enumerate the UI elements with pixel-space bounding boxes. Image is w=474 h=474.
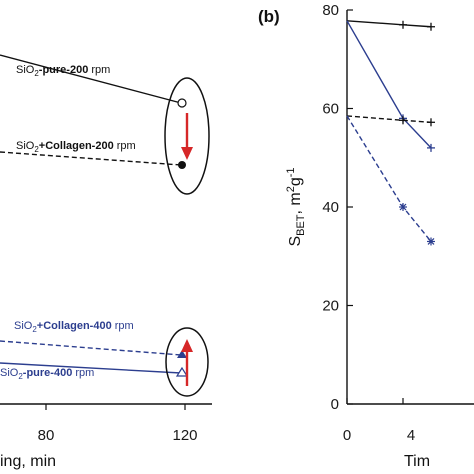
panel-b-series-1-marker-2	[427, 143, 435, 152]
panel-b-series-3-marker-2	[427, 237, 435, 246]
panel-b-series-2-marker-1	[399, 116, 407, 125]
highlight-ellipse-400	[165, 327, 209, 397]
series-sio2-collagen-200-line	[0, 151, 182, 166]
panel-b-series-0-marker-2	[427, 22, 435, 31]
highlight-ellipse-200	[164, 77, 210, 195]
annotation-sio2-pure-400: SiO2-pure-400 rpm	[0, 367, 94, 381]
red-arrow-down	[181, 113, 193, 160]
panel-b-y-ticks: 0 20 40 60 80	[322, 2, 353, 413]
panel-b-x-tick-label-0: 0	[343, 427, 351, 444]
annotation-sio2-pure-200: SiO2-pure-200 rpm	[16, 64, 110, 78]
panel-b-series	[346, 20, 435, 246]
panel-a-x-tick-label-120: 120	[172, 427, 197, 444]
panel-b-y-tick-label-0: 0	[331, 396, 339, 413]
panel-b-y-tick-label-20: 20	[322, 298, 339, 315]
series-sio2-collagen-200-marker	[178, 161, 186, 169]
panel-b-series-0-line	[346, 20, 432, 28]
series-sio2-pure-400-marker	[175, 366, 189, 377]
series-sio2-pure-200-line	[0, 54, 182, 104]
panel-b-y-tick-label-40: 40	[322, 199, 339, 216]
panel-b-y-tick-label-60: 60	[322, 101, 339, 118]
panel-b-series-0-marker-1	[399, 20, 407, 29]
panel-b-series-2-marker-2	[427, 118, 435, 127]
red-arrow-up	[181, 339, 193, 386]
panel-b-series-2-line	[346, 115, 432, 123]
panel-a-x-axis-title: ing, min	[0, 453, 56, 470]
series-sio2-collagen-400-marker	[177, 350, 187, 358]
panel-a-x-tick-label-80: 80	[38, 427, 55, 444]
panel-b-y-tick-label-80: 80	[322, 2, 339, 19]
series-sio2-collagen-400-line	[0, 340, 182, 356]
panel-b-y-axis-title: SBET, m2g-1	[285, 167, 307, 246]
annotation-sio2-collagen-400: SiO2+Collagen-400 rpm	[14, 320, 134, 334]
panel-b-series-3-marker-1	[399, 203, 407, 211]
panel-b-series-1-line	[346, 20, 432, 149]
panel-a: 80 120 ing, min SiO2-pure-200 rpm SiO	[0, 54, 212, 470]
series-sio2-pure-400-line	[0, 362, 182, 374]
series-sio2-pure-200-marker	[177, 98, 187, 108]
panel-b-label: (b)	[258, 7, 280, 26]
panel-b-x-tick-label-4: 4	[407, 427, 415, 444]
annotation-sio2-collagen-200: SiO2+Collagen-200 rpm	[16, 140, 136, 154]
panel-b-x-axis-title: Tim	[404, 453, 430, 470]
